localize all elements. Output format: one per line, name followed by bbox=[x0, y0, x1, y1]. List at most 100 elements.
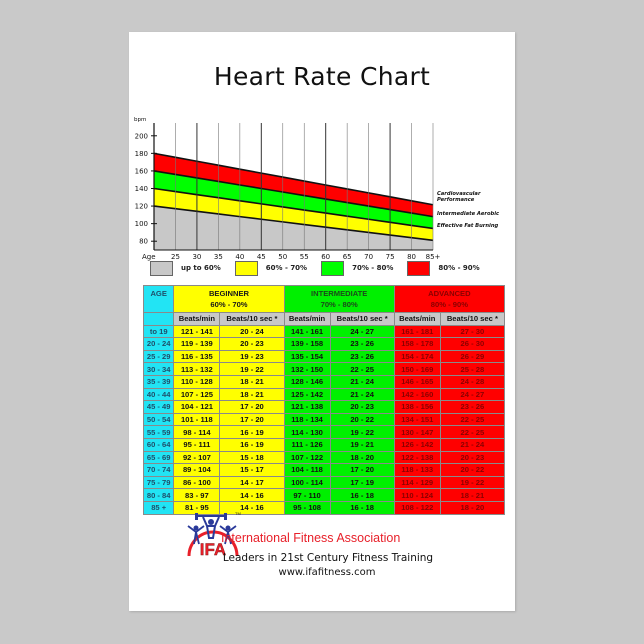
cell-age: 65 - 69 bbox=[142, 450, 175, 465]
legend-item: up to 60% bbox=[150, 260, 221, 276]
cell-adv-10: 25 - 28 bbox=[439, 362, 506, 376]
svg-text:120: 120 bbox=[135, 203, 148, 211]
cell-age: 55 - 59 bbox=[142, 425, 175, 439]
cell-int-min: 118 - 134 bbox=[283, 412, 331, 427]
cell-beg-min: 95 - 111 bbox=[173, 437, 221, 452]
legend-label: 60% - 70% bbox=[265, 264, 308, 272]
table-row: 70 - 74 89 - 104 15 - 17 104 - 118 17 - 20 11… bbox=[142, 463, 506, 477]
cell-adv-min: 130 - 147 bbox=[393, 425, 441, 439]
cell-adv-min: 161 - 181 bbox=[393, 324, 441, 339]
age-header: AGE bbox=[142, 285, 175, 313]
cell-int-10: 21 - 24 bbox=[329, 374, 395, 389]
table-row: 55 - 59 98 - 114 16 - 19 114 - 130 19 - 22 13… bbox=[142, 425, 506, 439]
table-row: 45 - 49 104 - 121 17 - 20 121 - 138 20 - 23 1… bbox=[142, 400, 506, 414]
cell-adv-min: 114 - 129 bbox=[393, 475, 441, 490]
table-row: 20 - 24 119 - 139 20 - 23 139 - 158 23 - 26 1… bbox=[142, 337, 506, 351]
legend-item: 70% - 80% bbox=[321, 260, 393, 276]
svg-text:55: 55 bbox=[300, 253, 309, 261]
cell-beg-10: 18 - 21 bbox=[219, 387, 285, 402]
table-row: 80 - 84 83 - 97 14 - 16 97 - 110 16 - 18 110 … bbox=[142, 488, 506, 502]
svg-text:180: 180 bbox=[135, 150, 148, 158]
cell-beg-10: 18 - 21 bbox=[219, 374, 285, 389]
cell-adv-10: 20 - 22 bbox=[439, 463, 506, 477]
advanced-10s-header: Beats/10 sec * bbox=[439, 312, 506, 326]
cell-int-min: 107 - 122 bbox=[283, 450, 331, 465]
svg-text:Performance: Performance bbox=[437, 197, 475, 203]
svg-text:TM: TM bbox=[235, 511, 241, 516]
table-row: 30 - 34 113 - 132 19 - 22 132 - 150 22 - 25 1… bbox=[142, 362, 506, 376]
svg-text:60: 60 bbox=[321, 253, 330, 261]
cell-int-10: 23 - 26 bbox=[329, 349, 395, 364]
cell-age: 40 - 44 bbox=[142, 387, 175, 402]
cell-beg-min: 121 - 141 bbox=[173, 324, 221, 339]
cell-int-min: 128 - 146 bbox=[283, 374, 331, 389]
cell-age: 25 - 29 bbox=[142, 349, 175, 364]
table-row: 50 - 54 101 - 118 17 - 20 118 - 134 20 - 22 1… bbox=[142, 412, 506, 427]
cell-beg-min: 119 - 139 bbox=[173, 337, 221, 351]
svg-text:40: 40 bbox=[235, 253, 244, 261]
cell-beg-min: 83 - 97 bbox=[173, 488, 221, 502]
cell-beg-10: 16 - 19 bbox=[219, 437, 285, 452]
cell-beg-10: 16 - 19 bbox=[219, 425, 285, 439]
svg-text:80: 80 bbox=[139, 238, 148, 246]
cell-int-10: 24 - 27 bbox=[329, 324, 395, 339]
cell-int-min: 114 - 130 bbox=[283, 425, 331, 439]
cell-adv-10: 18 - 20 bbox=[439, 500, 506, 515]
cell-adv-10: 21 - 24 bbox=[439, 437, 506, 452]
svg-text:85+: 85+ bbox=[426, 253, 441, 261]
cell-beg-min: 116 - 135 bbox=[173, 349, 221, 364]
cell-adv-10: 24 - 28 bbox=[439, 374, 506, 389]
legend-swatch-icon bbox=[407, 260, 431, 276]
cell-beg-min: 107 - 125 bbox=[173, 387, 221, 402]
svg-text:100: 100 bbox=[135, 220, 148, 228]
svg-text:Age: Age bbox=[142, 253, 156, 261]
beginner-range: 60% - 70% bbox=[210, 300, 248, 309]
intermediate-header: INTERMEDIATE 70% - 80% bbox=[283, 285, 395, 313]
legend-swatch-icon bbox=[150, 260, 173, 276]
svg-text:75: 75 bbox=[386, 253, 395, 261]
legend-swatch-icon bbox=[321, 260, 345, 276]
cell-age: to 19 bbox=[142, 324, 175, 339]
cell-int-min: 125 - 142 bbox=[283, 387, 331, 402]
svg-text:30: 30 bbox=[192, 253, 201, 261]
cell-int-min: 111 - 126 bbox=[283, 437, 331, 452]
cell-age: 45 - 49 bbox=[142, 400, 175, 414]
svg-text:35: 35 bbox=[214, 253, 223, 261]
svg-text:25: 25 bbox=[171, 253, 180, 261]
cell-age: 85 + bbox=[142, 500, 175, 515]
cell-beg-10: 14 - 17 bbox=[219, 475, 285, 490]
cell-adv-min: 134 - 151 bbox=[393, 412, 441, 427]
cell-adv-10: 26 - 30 bbox=[439, 337, 506, 351]
cell-age: 30 - 34 bbox=[142, 362, 175, 376]
cell-int-10: 20 - 23 bbox=[329, 400, 395, 414]
svg-text:Effective Fat Burning: Effective Fat Burning bbox=[437, 223, 499, 229]
cell-beg-10: 17 - 20 bbox=[219, 412, 285, 427]
tagline: Leaders in 21st Century Fitness Training bbox=[222, 552, 434, 564]
table-row: 65 - 69 92 - 107 15 - 18 107 - 122 18 - 20 12… bbox=[142, 450, 506, 465]
cell-beg-min: 110 - 128 bbox=[173, 374, 221, 389]
cell-int-10: 23 - 26 bbox=[329, 337, 395, 351]
table-row: 75 - 79 86 - 100 14 - 17 100 - 114 17 - 19 11… bbox=[142, 475, 506, 490]
cell-beg-min: 89 - 104 bbox=[173, 463, 221, 477]
page-title: Heart Rate Chart bbox=[213, 62, 431, 91]
legend-label: up to 60% bbox=[181, 264, 221, 272]
cell-beg-min: 92 - 107 bbox=[173, 450, 221, 465]
website-link[interactable]: www.ifafitness.com bbox=[278, 567, 376, 578]
cell-adv-10: 26 - 29 bbox=[439, 349, 506, 364]
cell-beg-10: 19 - 22 bbox=[219, 362, 285, 376]
organization-name: International Fitness Association bbox=[221, 531, 401, 545]
beginner-10s-header: Beats/10 sec * bbox=[219, 312, 285, 326]
cell-beg-min: 113 - 132 bbox=[173, 362, 221, 376]
cell-adv-min: 138 - 156 bbox=[393, 400, 441, 414]
intermediate-range: 70% - 80% bbox=[320, 300, 358, 309]
svg-text:Cardiovascular: Cardiovascular bbox=[437, 191, 481, 197]
cell-beg-min: 98 - 114 bbox=[173, 425, 221, 439]
footer: IFA TM International Fitness Association… bbox=[129, 510, 515, 600]
cell-beg-min: 86 - 100 bbox=[173, 475, 221, 490]
intermediate-bpm-header: Beats/min bbox=[283, 312, 331, 326]
advanced-header: ADVANCED 80% - 90% bbox=[393, 285, 506, 313]
legend-label: 80% - 90% bbox=[438, 264, 480, 272]
svg-text:160: 160 bbox=[135, 167, 148, 175]
table-row: 85 +81 - 95 14 - 16 95 - 108 16 - 18 108 - 1… bbox=[142, 500, 506, 515]
cell-adv-min: 110 - 124 bbox=[393, 488, 441, 502]
